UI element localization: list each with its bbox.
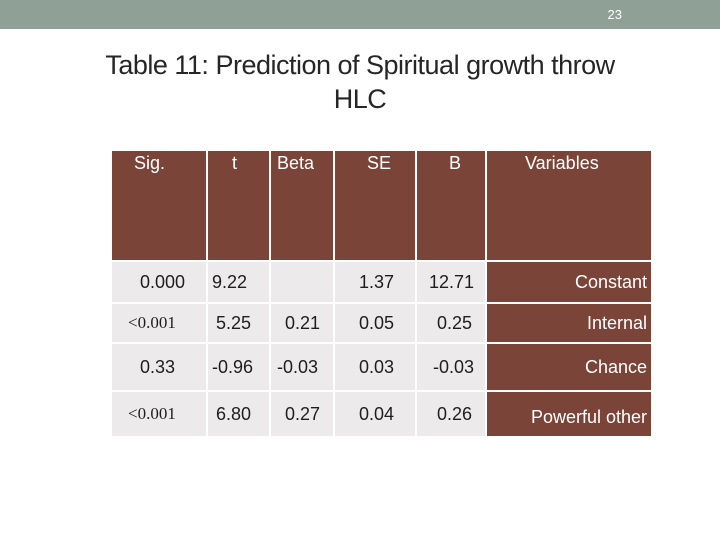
cell-sig: 0.33 xyxy=(112,343,208,392)
table-header-row: Sig. t Beta SE B Variables xyxy=(112,151,653,262)
cell-beta: 0.21 xyxy=(270,303,335,344)
header-t: t xyxy=(207,151,271,262)
cell-b: 0.26 xyxy=(416,391,487,438)
cell-sig: <0.001 xyxy=(112,303,208,344)
table-row: 0.33 -0.96 -0.03 0.03 -0.03 Chance xyxy=(112,343,653,392)
cell-sig: <0.001 xyxy=(112,391,208,438)
top-bar: 23 xyxy=(0,0,720,29)
slide-title: Table 11: Prediction of Spiritual growth… xyxy=(40,48,680,116)
cell-se: 0.03 xyxy=(334,343,417,392)
page-number: 23 xyxy=(607,7,622,22)
cell-variable: Chance xyxy=(486,343,653,392)
cell-se: 1.37 xyxy=(334,261,417,304)
cell-variable: Powerful other xyxy=(486,391,653,438)
cell-t: 6.80 xyxy=(207,391,271,438)
cell-t: 9.22 xyxy=(207,261,271,304)
table-row: <0.001 6.80 0.27 0.04 0.26 Powerful othe… xyxy=(112,391,653,438)
cell-b: 0.25 xyxy=(416,303,487,344)
cell-t: 5.25 xyxy=(207,303,271,344)
table-row: 0.000 9.22 1.37 12.71 Constant xyxy=(112,261,653,304)
header-sig: Sig. xyxy=(112,151,208,262)
cell-beta: -0.03 xyxy=(270,343,335,392)
cell-se: 0.04 xyxy=(334,391,417,438)
header-b: B xyxy=(416,151,487,262)
title-line-1: Table 11: Prediction of Spiritual growth… xyxy=(105,50,615,80)
cell-variable: Internal xyxy=(486,303,653,344)
cell-sig: 0.000 xyxy=(112,261,208,304)
title-line-2: HLC xyxy=(333,84,387,114)
cell-t: -0.96 xyxy=(207,343,271,392)
regression-table: Sig. t Beta SE B Variables 0.000 9.22 1.… xyxy=(112,151,653,438)
cell-beta xyxy=(270,261,335,304)
header-beta: Beta xyxy=(270,151,335,262)
cell-beta: 0.27 xyxy=(270,391,335,438)
header-variables: Variables xyxy=(486,151,653,262)
cell-se: 0.05 xyxy=(334,303,417,344)
cell-variable: Constant xyxy=(486,261,653,304)
header-se: SE xyxy=(334,151,417,262)
cell-b: 12.71 xyxy=(416,261,487,304)
table-row: <0.001 5.25 0.21 0.05 0.25 Internal xyxy=(112,303,653,344)
cell-b: -0.03 xyxy=(416,343,487,392)
